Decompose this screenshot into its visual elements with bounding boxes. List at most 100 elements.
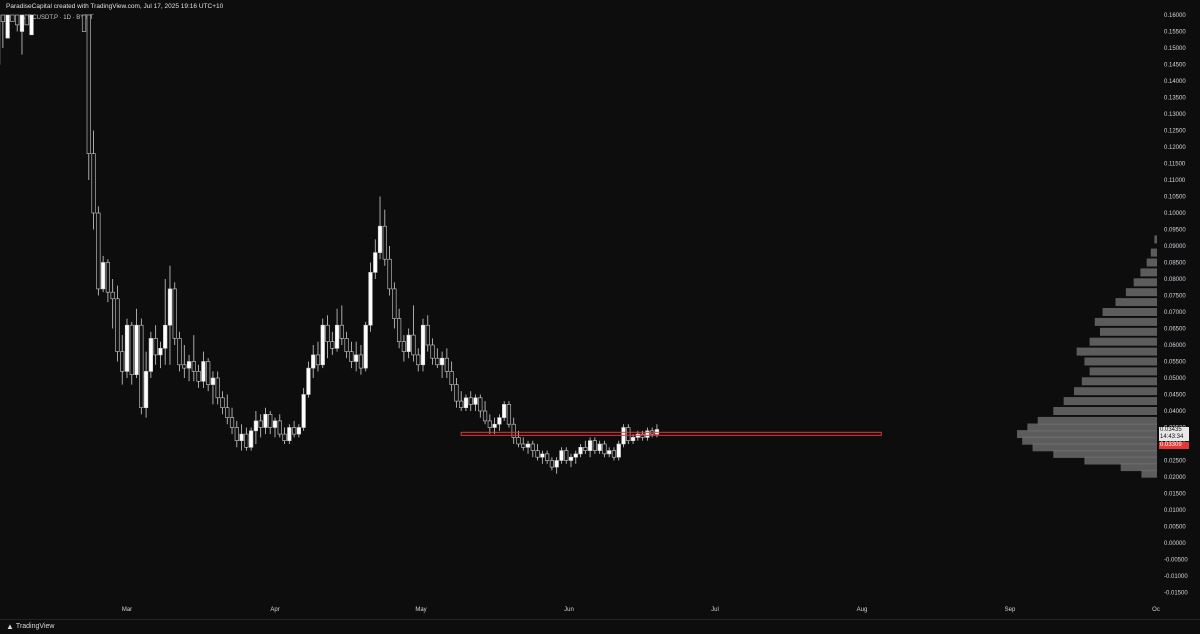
countdown-tag: 14:43:34 bbox=[1159, 434, 1189, 441]
candle-body bbox=[234, 427, 239, 441]
candle-body bbox=[86, 14, 91, 154]
candle-body bbox=[387, 258, 392, 290]
volume-profile-bar bbox=[1081, 377, 1157, 386]
candle-body bbox=[416, 354, 421, 366]
candle-body bbox=[549, 460, 555, 468]
candle-body bbox=[301, 394, 306, 428]
candle-body bbox=[0, 14, 5, 22]
candle-body bbox=[148, 338, 153, 372]
candle-body bbox=[19, 14, 25, 32]
x-axis: Mar Apr May Jun Jul Aug Sep Oc bbox=[122, 607, 1160, 613]
x-tick-label: May bbox=[415, 607, 426, 613]
candle-body bbox=[411, 334, 416, 356]
candle-body bbox=[191, 361, 196, 372]
tradingview-logo[interactable]: ▲ TradingView bbox=[6, 620, 54, 634]
candle-body bbox=[229, 417, 235, 428]
volume-profile-bar bbox=[1094, 317, 1157, 326]
candle-body bbox=[129, 324, 134, 376]
candle-body bbox=[253, 420, 259, 432]
candle-body bbox=[587, 440, 593, 451]
candle-body bbox=[559, 450, 564, 461]
candle-body bbox=[583, 446, 588, 451]
x-tick-label: Jul bbox=[711, 607, 719, 613]
y-tick-label: 0.01500 bbox=[1164, 492, 1186, 498]
candle-body bbox=[258, 420, 263, 428]
candle-body bbox=[134, 324, 139, 376]
candle-body bbox=[272, 420, 278, 428]
y-tick-label: 0.05000 bbox=[1164, 376, 1186, 382]
candle-body bbox=[315, 354, 321, 366]
candle-body bbox=[306, 367, 311, 395]
y-tick-label: 0.11500 bbox=[1164, 162, 1186, 168]
y-tick-label: 0.16000 bbox=[1164, 13, 1186, 19]
x-tick-label: Sep bbox=[1005, 607, 1016, 613]
candle-body bbox=[473, 397, 478, 405]
candle-body bbox=[358, 354, 364, 369]
candle-body bbox=[124, 324, 130, 372]
y-tick-label: 0.09500 bbox=[1164, 228, 1186, 234]
candle-body bbox=[502, 404, 507, 418]
candle-body bbox=[277, 420, 282, 435]
y-tick-label: 0.14500 bbox=[1164, 63, 1186, 69]
candle-body bbox=[120, 351, 125, 372]
volume-profile-bar bbox=[1120, 463, 1157, 472]
candle-body bbox=[492, 423, 497, 428]
candle-body bbox=[10, 14, 15, 22]
candle-body bbox=[597, 443, 602, 451]
candle-body bbox=[482, 410, 488, 422]
y-tick-label: 0.15000 bbox=[1164, 46, 1186, 52]
x-tick-label: Apr bbox=[270, 607, 279, 613]
candle-body bbox=[177, 338, 182, 366]
volume-profile-bar bbox=[1089, 337, 1157, 346]
y-tick-label: 0.05500 bbox=[1164, 360, 1186, 366]
y-tick-label: 0.01000 bbox=[1164, 508, 1186, 514]
candle-body bbox=[392, 288, 397, 319]
y-axis: 0.16000 0.15500 0.15000 0.14500 0.14000 0.135… bbox=[1164, 13, 1188, 597]
y-tick-label: 0.15500 bbox=[1164, 30, 1186, 36]
candle-body bbox=[325, 324, 330, 343]
candle-body bbox=[487, 420, 492, 428]
candle-body bbox=[186, 361, 192, 369]
candle-body bbox=[5, 14, 10, 39]
y-tick-label: -0.01000 bbox=[1164, 574, 1188, 580]
symbol-label: ARCUSDT.P · 1D · BYBIT bbox=[24, 15, 94, 21]
candle-body bbox=[287, 427, 292, 441]
candle-body bbox=[263, 413, 268, 428]
candle-body bbox=[220, 397, 225, 408]
candle-body bbox=[406, 334, 411, 352]
volume-profile-bar bbox=[1076, 347, 1157, 356]
support-line bbox=[460, 431, 882, 436]
volume-profile-bar bbox=[1037, 416, 1157, 425]
candle-body bbox=[592, 440, 597, 451]
y-tick-label: 0.14000 bbox=[1164, 79, 1186, 85]
candle-body bbox=[463, 397, 469, 408]
candle-body bbox=[439, 357, 445, 366]
candle-body bbox=[153, 338, 158, 356]
volume-profile-bar bbox=[1074, 387, 1157, 396]
y-tick-label: 0.02000 bbox=[1164, 475, 1186, 481]
footer-bar: ▲ TradingView bbox=[0, 619, 1200, 634]
candle-body bbox=[607, 450, 612, 455]
y-tick-label: 0.12500 bbox=[1164, 129, 1186, 135]
candle-body bbox=[368, 272, 373, 326]
candle-body bbox=[611, 450, 617, 458]
candle-body bbox=[630, 437, 636, 441]
candle-body bbox=[521, 443, 526, 448]
candle-body bbox=[201, 361, 206, 382]
candle-body bbox=[239, 433, 244, 442]
volume-profile-bar bbox=[1115, 298, 1157, 307]
y-tick-label: 0.12000 bbox=[1164, 145, 1186, 151]
candle-body bbox=[101, 262, 106, 290]
candle-body bbox=[459, 400, 464, 409]
volume-profile-bar bbox=[1089, 367, 1157, 376]
volume-profile-bar bbox=[1146, 258, 1157, 267]
candle-body bbox=[320, 324, 325, 366]
candle-body bbox=[497, 417, 502, 425]
y-tick-label: 0.13500 bbox=[1164, 96, 1186, 102]
candle-body bbox=[110, 291, 115, 300]
candles bbox=[0, 14, 660, 474]
candle-body bbox=[210, 377, 216, 385]
candle-body bbox=[344, 338, 349, 352]
candle-body bbox=[158, 347, 163, 356]
